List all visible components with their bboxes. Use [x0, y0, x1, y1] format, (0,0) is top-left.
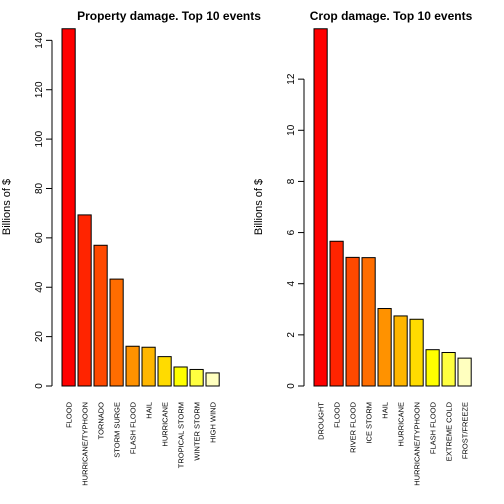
bar — [425, 349, 440, 387]
y-tick-label: 20 — [34, 331, 45, 343]
bar — [77, 214, 92, 387]
category-label: EXTREME COLD — [445, 401, 454, 461]
bar — [313, 28, 328, 387]
bar — [361, 257, 376, 387]
y-tick-label: 4 — [286, 280, 297, 286]
bar — [141, 346, 156, 387]
category-label: TORNADO — [97, 402, 106, 440]
y-tick-label: 40 — [34, 281, 45, 293]
category-label: HIGH WIND — [209, 401, 218, 442]
category-label: HAIL — [145, 402, 154, 419]
y-tick-label: 8 — [286, 178, 297, 184]
y-tick-label: 0 — [286, 383, 297, 389]
y-axis-label: Billions of $ — [253, 179, 265, 235]
category-label: HURRICANE — [161, 402, 170, 447]
y-tick-label: 120 — [34, 81, 45, 98]
chart-panel-1: Property damage. Top 10 events Billions o… — [1, 9, 261, 486]
bar — [377, 308, 392, 387]
category-label: FLOOD — [333, 401, 342, 427]
category-label: TROPICAL STORM — [177, 402, 186, 468]
category-label: HAIL — [381, 402, 390, 419]
category-label: WINTER STORM — [193, 402, 202, 461]
category-label: HURRICANE — [397, 402, 406, 447]
bar — [393, 315, 408, 387]
y-axis-label: Billions of $ — [1, 179, 13, 235]
bar — [441, 352, 456, 387]
bar — [93, 244, 108, 387]
y-tick-label: 2 — [286, 332, 297, 338]
chart-title: Crop damage. Top 10 events — [310, 9, 473, 23]
category-label: FLASH FLOOD — [129, 401, 138, 454]
y-tick-label: 12 — [286, 73, 297, 85]
category-label: RIVER FLOOD — [349, 401, 358, 452]
category-label: FROST/FREEZE — [461, 402, 470, 459]
bar — [173, 366, 188, 387]
y-tick-label: 10 — [286, 124, 297, 136]
category-label: HURRICANE/TYPHOON — [81, 402, 90, 486]
bar — [205, 372, 220, 387]
y-tick-label: 80 — [34, 182, 45, 194]
y-tick-label: 60 — [34, 232, 45, 244]
bar — [189, 368, 204, 387]
category-label: DROUGHT — [317, 402, 326, 440]
bar — [125, 345, 140, 387]
category-label: FLASH FLOOD — [429, 401, 438, 454]
category-label: STORM SURGE — [113, 402, 122, 458]
bar — [329, 240, 344, 387]
bar — [457, 357, 472, 387]
category-label: HURRICANE/TYPHOON — [413, 402, 422, 486]
bar — [61, 28, 76, 387]
bar — [157, 356, 172, 387]
chart-panel-2: Crop damage. Top 10 events Billions of $ 0… — [253, 9, 473, 486]
y-tick-label: 6 — [286, 229, 297, 235]
bar — [109, 278, 124, 387]
category-label: ICE STORM — [365, 402, 374, 444]
category-label: FLOOD — [65, 401, 74, 427]
chart-title: Property damage. Top 10 events — [77, 9, 261, 23]
y-tick-label: 140 — [34, 32, 45, 49]
bar — [409, 318, 424, 387]
bar — [345, 256, 360, 387]
y-tick-label: 100 — [34, 130, 45, 147]
y-tick-label: 0 — [34, 383, 45, 389]
